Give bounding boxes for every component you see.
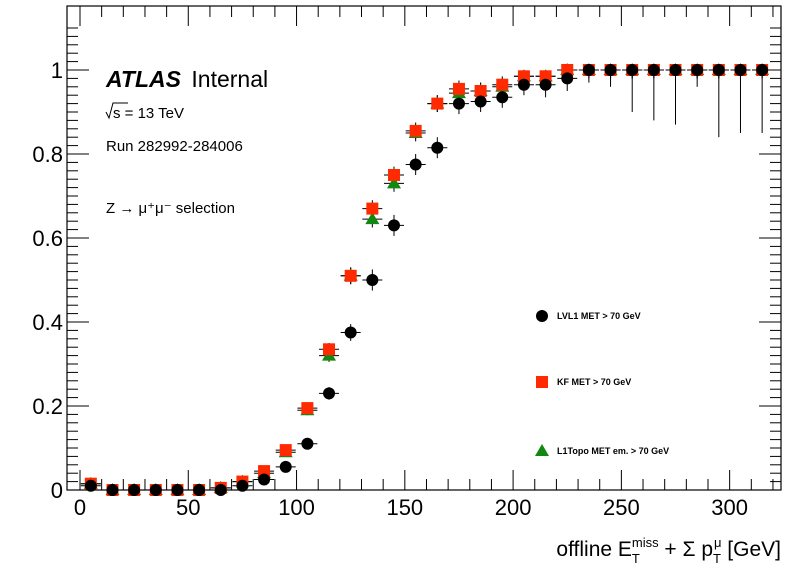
- legend: LVL1 MET > 70 GeV KF MET > 70 GeV L1Topo M…: [535, 310, 669, 456]
- energy-text: s = 13 TeV: [113, 105, 184, 122]
- y-tick-label: 0.6: [32, 226, 63, 251]
- square-marker: [474, 85, 487, 97]
- square-marker: [258, 465, 271, 478]
- circle-marker: [669, 64, 682, 76]
- legend-label: L1Topo MET em. > 70 GeV: [557, 446, 669, 456]
- circle-marker: [431, 141, 444, 154]
- circle-marker: [626, 64, 639, 76]
- square-marker: [279, 444, 292, 457]
- y-tick-label: 0: [51, 478, 63, 503]
- circle-marker: [344, 326, 357, 339]
- square-marker: [517, 70, 530, 83]
- x-tick-label: 50: [176, 495, 200, 520]
- x-tick-label: 0: [74, 495, 86, 520]
- energy-annotation: s = 13 TeV: [105, 102, 184, 122]
- square-marker: [561, 64, 574, 76]
- circle-marker: [106, 484, 119, 496]
- circle-marker: [647, 64, 660, 76]
- circle-marker: [496, 91, 509, 104]
- legend-circle-marker: [536, 310, 548, 322]
- circle-marker: [691, 64, 704, 76]
- square-marker: [301, 402, 314, 415]
- circle-marker: [517, 78, 530, 91]
- square-marker: [366, 202, 379, 215]
- circle-marker: [604, 64, 617, 76]
- circle-marker: [582, 64, 595, 76]
- square-marker: [409, 124, 422, 137]
- circle-marker: [756, 64, 769, 76]
- x-axis-label: offline ETmiss + Σ pTμ [GeV]: [556, 535, 781, 566]
- axis-ticks: [67, 6, 781, 491]
- circle-marker: [149, 484, 162, 496]
- square-marker: [344, 269, 357, 282]
- triangle-marker: [386, 176, 401, 189]
- circle-marker: [236, 479, 249, 492]
- circle-marker: [258, 473, 271, 486]
- circle-marker: [539, 78, 552, 91]
- legend-label: LVL1 MET > 70 GeV: [557, 311, 641, 321]
- x-tick-labels: 0 50 100 150 200 250 300: [74, 495, 748, 520]
- y-tick-label: 1: [51, 58, 63, 83]
- x-tick-label: 300: [711, 495, 748, 520]
- circle-marker: [474, 95, 487, 108]
- circle-marker: [561, 72, 574, 85]
- y-tick-labels: 0 0.2 0.4 0.6 0.8 1: [32, 58, 63, 503]
- circle-marker: [409, 158, 422, 171]
- square-marker: [496, 78, 509, 91]
- triangle-marker: [365, 212, 380, 225]
- circle-marker: [387, 219, 400, 232]
- legend-triangle-marker: [535, 444, 549, 456]
- circle-marker: [193, 484, 206, 496]
- circle-marker: [712, 64, 725, 76]
- sqrt-icon: [105, 102, 128, 120]
- selection-label: Z → μ⁺μ⁻ selection: [106, 200, 235, 217]
- square-marker: [539, 70, 552, 83]
- circle-marker: [84, 479, 97, 492]
- circle-marker: [452, 97, 465, 110]
- circle-marker: [734, 64, 747, 76]
- circle-marker: [301, 437, 314, 450]
- x-tick-label: 250: [603, 495, 640, 520]
- legend-square-marker: [536, 376, 548, 388]
- data-markers: [83, 63, 770, 496]
- y-tick-label: 0.8: [32, 142, 63, 167]
- square-marker: [387, 169, 400, 181]
- circle-marker: [171, 484, 184, 496]
- x-tick-label: 150: [386, 495, 423, 520]
- square-marker: [452, 82, 465, 95]
- run-label: Run 282992-284006: [106, 138, 243, 155]
- square-marker: [431, 97, 444, 110]
- circle-marker: [128, 484, 141, 496]
- legend-label: KF MET > 70 GeV: [557, 377, 631, 387]
- square-marker: [323, 343, 336, 356]
- circle-marker: [279, 460, 292, 473]
- y-tick-label: 0.2: [32, 394, 63, 419]
- x-tick-label: 200: [495, 495, 532, 520]
- atlas-label: ATLAS Internal: [105, 66, 268, 92]
- y-tick-label: 0.4: [32, 310, 63, 335]
- circle-marker: [214, 484, 227, 496]
- circle-marker: [366, 274, 379, 286]
- x-tick-label: 100: [278, 495, 315, 520]
- plot-frame: [66, 5, 782, 491]
- circle-marker: [323, 387, 336, 400]
